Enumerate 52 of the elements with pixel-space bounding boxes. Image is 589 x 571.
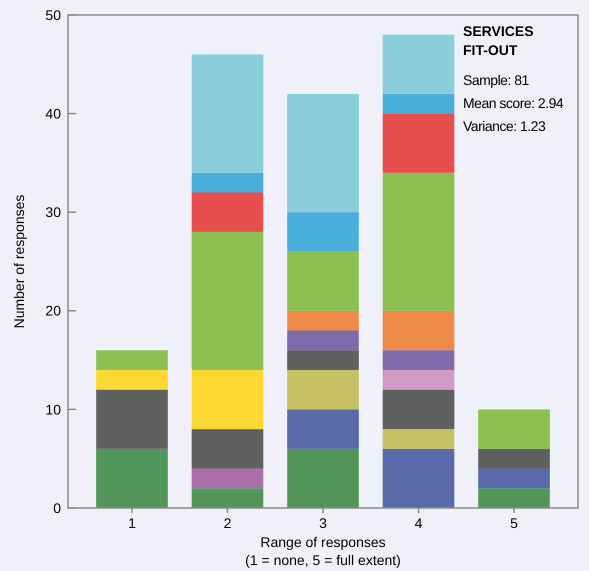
y-tick-label: 10: [45, 401, 62, 418]
x-tick-label: 5: [510, 515, 518, 531]
bar: [478, 448, 550, 469]
bar: [382, 448, 454, 508]
bar: [382, 94, 454, 114]
bar: [287, 409, 359, 449]
bar: [192, 370, 264, 430]
bar: [192, 172, 264, 192]
bar: [382, 310, 454, 350]
bar: [287, 448, 359, 508]
bar: [382, 370, 454, 390]
y-tick-label: 40: [45, 106, 62, 122]
text: SERVICES FIT-OUT: [463, 23, 534, 58]
x-tick-label: 4: [414, 515, 423, 531]
bar: [287, 370, 359, 410]
bar: [96, 448, 168, 508]
bar: [287, 252, 359, 311]
bar: [287, 350, 359, 370]
bar: [287, 212, 359, 252]
bar: [192, 232, 264, 370]
x-tick-label: 3: [319, 515, 328, 531]
bar: [382, 34, 454, 94]
annotation: Mean score: 2.94: [463, 95, 564, 111]
annotation: Sample: 81: [463, 72, 530, 88]
bar: [192, 192, 264, 232]
bar: [382, 350, 454, 370]
bar: [192, 54, 264, 173]
bar: [96, 370, 168, 390]
bar: [96, 350, 168, 370]
bar: [287, 330, 359, 350]
y-tick-label: 0: [53, 500, 62, 516]
bar: [192, 488, 264, 508]
bar: [478, 488, 550, 508]
x-tick-label: 2: [224, 515, 232, 531]
bar: [382, 390, 454, 430]
y-axis-title: Number of responses: [11, 194, 27, 328]
y-tick-label: 20: [45, 302, 62, 319]
bar: [192, 429, 264, 469]
bar: [287, 94, 359, 212]
y-tick-label: 30: [45, 204, 62, 220]
bar: [382, 172, 454, 311]
x-axis-title: Range of responses (1 = none, 5 = full extent): [245, 534, 401, 568]
bar: [382, 114, 454, 173]
x-tick-label: 1: [128, 515, 136, 531]
bar: [96, 390, 168, 449]
bar: [192, 468, 264, 488]
bar: [287, 310, 359, 331]
bar: [382, 429, 454, 449]
annotation: Variance: 1.23: [463, 118, 546, 134]
bar: [478, 468, 550, 488]
y-tick-label: 50: [45, 6, 62, 23]
bar: [478, 409, 550, 449]
